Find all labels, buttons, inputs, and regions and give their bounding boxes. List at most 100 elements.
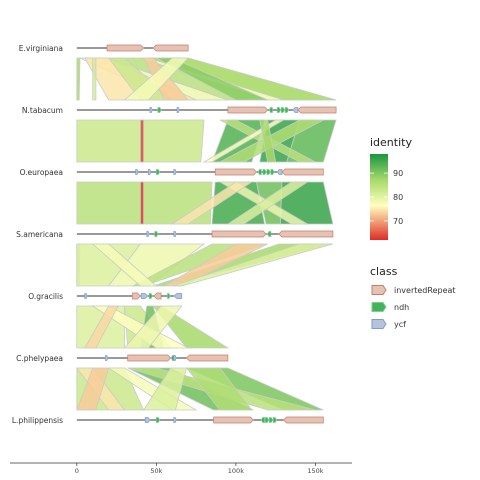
feature-ycf bbox=[148, 169, 152, 175]
genome-track: C.phelypaea bbox=[16, 354, 229, 363]
synteny-link bbox=[76, 57, 81, 101]
feature-ndh bbox=[276, 107, 281, 113]
feature-invertedRepeat bbox=[297, 106, 337, 114]
feature-invertedRepeat bbox=[211, 230, 267, 238]
x-tick-label: 150k bbox=[307, 467, 323, 475]
feature-ycf bbox=[173, 355, 177, 361]
feature-ndh bbox=[262, 169, 267, 175]
genome-track: L.philippensis bbox=[12, 416, 324, 425]
feature-ndh bbox=[268, 107, 273, 113]
feature-invertedRepeat bbox=[283, 416, 324, 424]
feature-ndh bbox=[268, 417, 273, 423]
feature-ycf bbox=[276, 169, 283, 175]
feature-ycf bbox=[146, 231, 150, 237]
genome-track: O.gracilis bbox=[28, 292, 183, 301]
genomes-layer: E.virginiana N.tabacum O.europaea S.america… bbox=[12, 44, 337, 425]
feature-invertedRepeat bbox=[278, 230, 334, 238]
feature-ycf bbox=[140, 293, 149, 299]
feature-ndh bbox=[154, 231, 159, 237]
synteny-link bbox=[84, 305, 119, 349]
class-legend-key-ndh bbox=[371, 302, 387, 312]
links-layer bbox=[76, 57, 337, 411]
genome-track: S.americana bbox=[16, 230, 334, 239]
feature-ycf bbox=[176, 107, 180, 113]
feature-invertedRepeat bbox=[213, 416, 254, 424]
feature-ycf bbox=[292, 107, 299, 113]
synteny-link bbox=[140, 181, 145, 225]
synteny-link bbox=[76, 181, 213, 225]
legends: identity 70 80 90 class invertedRepeat ndh ycf bbox=[370, 136, 456, 329]
genome-label: N.tabacum bbox=[22, 106, 63, 115]
feature-ycf bbox=[105, 355, 109, 361]
feature-ndh bbox=[148, 293, 153, 299]
synteny-link bbox=[156, 57, 268, 101]
synteny-link bbox=[123, 305, 183, 349]
identity-legend-title: identity bbox=[370, 136, 412, 149]
feature-ndh bbox=[257, 169, 262, 175]
feature-ndh bbox=[155, 169, 160, 175]
feature-ndh bbox=[171, 355, 175, 361]
feature-invertedRepeat bbox=[127, 354, 172, 362]
x-tick-label: 100k bbox=[228, 467, 244, 475]
genome-label: C.phelypaea bbox=[16, 354, 63, 363]
feature-invertedRepeat bbox=[153, 292, 162, 300]
feature-ycf bbox=[173, 293, 183, 299]
genome-label: S.americana bbox=[16, 230, 63, 239]
feature-ndh bbox=[260, 417, 265, 423]
colorbar-tick-label: 70 bbox=[393, 217, 403, 226]
class-legend-label: ndh bbox=[394, 303, 409, 312]
synteny-link bbox=[259, 119, 277, 163]
class-legend-key-invertedRepeat bbox=[371, 285, 387, 295]
x-tick-label: 50k bbox=[150, 467, 162, 475]
genome-label: E.virginiana bbox=[19, 44, 63, 53]
feature-ndh bbox=[280, 107, 285, 113]
feature-invertedRepeat bbox=[152, 44, 189, 52]
x-axis: 0 50k 100k 150k bbox=[10, 462, 352, 475]
feature-ycf bbox=[173, 231, 177, 237]
class-legend-key-ycf bbox=[371, 319, 387, 329]
synteny-link bbox=[76, 367, 110, 411]
feature-ycf bbox=[135, 169, 139, 175]
colorbar-tick-label: 80 bbox=[393, 193, 403, 202]
class-legend-title: class bbox=[370, 265, 398, 278]
feature-ycf bbox=[173, 417, 177, 423]
feature-ndh bbox=[272, 417, 277, 423]
synteny-link bbox=[172, 243, 334, 287]
synteny-link bbox=[123, 57, 190, 101]
feature-ndh bbox=[157, 107, 162, 113]
feature-invertedRepeat bbox=[186, 354, 229, 362]
synteny-link bbox=[226, 181, 309, 225]
synteny-link bbox=[91, 305, 189, 349]
genome-track: E.virginiana bbox=[19, 44, 189, 53]
synteny-link bbox=[170, 181, 254, 225]
feature-ycf bbox=[144, 417, 151, 423]
x-tick-label: 0 bbox=[75, 467, 79, 475]
synteny-link bbox=[140, 119, 145, 163]
class-legend-label: invertedRepeat bbox=[394, 286, 456, 295]
feature-invertedRepeat bbox=[132, 292, 141, 300]
feature-ndh bbox=[284, 107, 289, 113]
feature-ndh bbox=[266, 169, 271, 175]
genome-label: O.europaea bbox=[20, 168, 63, 177]
feature-ndh bbox=[167, 293, 171, 299]
synteny-link bbox=[92, 57, 97, 101]
feature-ycf bbox=[173, 169, 177, 175]
synteny-link bbox=[142, 367, 188, 411]
feature-invertedRepeat bbox=[214, 168, 258, 176]
identity-colorbar bbox=[370, 154, 388, 240]
feature-ycf bbox=[149, 107, 153, 113]
synteny-link bbox=[91, 243, 158, 287]
feature-invertedRepeat bbox=[227, 106, 269, 114]
genome-label: L.philippensis bbox=[12, 416, 63, 425]
feature-ndh bbox=[270, 169, 275, 175]
genome-track: O.europaea bbox=[20, 168, 324, 177]
feature-ndh bbox=[264, 417, 269, 423]
feature-ndh bbox=[267, 231, 272, 237]
feature-ndh bbox=[155, 417, 160, 423]
genome-label: O.gracilis bbox=[28, 292, 63, 301]
colorbar-tick-label: 90 bbox=[393, 169, 403, 178]
feature-invertedRepeat bbox=[281, 168, 324, 176]
class-legend-label: ycf bbox=[394, 320, 406, 329]
genome-track: N.tabacum bbox=[22, 106, 337, 115]
